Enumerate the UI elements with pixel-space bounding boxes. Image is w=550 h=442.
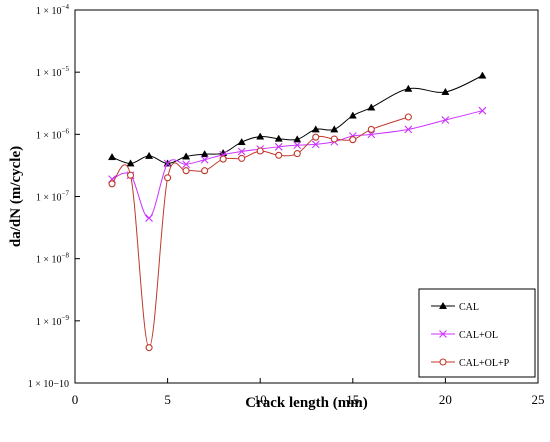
x-tick-label: 20 [439,392,452,407]
ticks-layer: 0 5 10 15 20 25 1 × 10−10 1 × 10−9 1 × 10−8 1 × 1… [28,3,545,407]
legend-entry-cal-ol-p: CAL+OL+P [431,358,510,369]
y-tick-label: 1 × 10−5 [36,65,70,79]
y-tick-label: 1 × 10−8 [36,252,70,266]
legend-label: CAL+OL+P [459,358,510,369]
data-point-cal [274,134,283,142]
series-cal [108,71,487,167]
legend-label: CAL+OL [459,330,498,341]
data-point-cal [348,111,357,119]
data-point-cal-ol-p [108,180,116,188]
series-layer [108,71,487,352]
data-point-cal [330,125,339,133]
data-point-cal [256,132,265,140]
data-point-cal-ol-p [238,154,246,162]
data-point-cal-ol-p [201,167,209,175]
series-line-cal-ol [111,110,483,219]
data-point-cal [404,84,413,92]
data-point-cal [237,137,246,146]
data-point-cal-ol-p [349,136,357,144]
data-point-cal-ol [404,125,413,134]
data-point-cal-ol-p [145,344,153,352]
data-point-cal-ol [293,141,302,150]
data-point-cal [108,153,117,161]
data-point-cal-ol [478,106,487,115]
data-point-cal-ol-p [127,171,135,179]
data-point-cal [182,152,191,160]
data-point-cal-ol [200,155,209,164]
data-point-cal-ol [163,159,172,168]
legend-marker-cal [438,301,448,309]
data-point-cal-ol [274,142,283,151]
data-point-cal [126,159,135,167]
data-point-cal-ol-p [404,113,412,121]
y-tick-label: 1 × 10−10 [28,379,69,390]
x-tick-label: 25 [532,392,545,407]
x-axis-title: Crack length (mm) [245,395,367,411]
data-point-cal [145,151,154,159]
data-point-cal-ol-p [219,155,227,163]
data-point-cal-ol-p [275,151,283,159]
y-tick-label: 1 × 10−4 [36,3,70,17]
data-point-cal [311,125,320,133]
data-point-cal [200,150,209,158]
legend-marker-cal-ol-p [439,358,447,366]
data-point-cal-ol-p [164,174,172,182]
data-point-cal-ol-p [367,125,375,133]
x-tick-label: 10 [254,392,267,407]
y-axis-title: da/dN (m/cycle) [8,146,24,247]
data-point-cal-ol-p [293,150,301,158]
data-point-cal-ol [145,214,153,222]
data-point-cal [293,135,302,143]
x-tick-label: 0 [72,392,79,407]
data-point-cal-ol [182,160,191,169]
data-point-cal-ol-p [256,147,264,155]
series-cal-ol-p [108,113,412,352]
data-point-cal [441,87,450,95]
data-point-cal-ol [237,147,246,156]
legend-layer: CAL CAL+OL CAL+OL+P [418,288,536,378]
series-cal-ol [108,106,487,222]
legend-entry-cal: CAL [431,301,479,313]
data-point-cal-ol [441,116,450,124]
data-point-cal [367,103,376,111]
legend-entry-cal-ol: CAL+OL [431,330,498,341]
x-tick-label: 15 [346,392,359,407]
y-tick-label: 1 × 10−9 [36,314,70,328]
y-tick-label: 1 × 10−6 [36,127,70,141]
data-point-cal [478,71,487,79]
data-point-cal-ol-p [330,135,338,143]
data-point-cal-ol-p [312,133,320,141]
data-point-cal-ol-p [182,167,190,175]
y-tick-label: 1 × 10−7 [36,190,70,204]
x-tick-label: 5 [164,392,171,407]
data-point-cal-ol [311,140,320,149]
legend-marker-cal-ol [439,330,447,338]
legend-label: CAL [459,302,479,313]
